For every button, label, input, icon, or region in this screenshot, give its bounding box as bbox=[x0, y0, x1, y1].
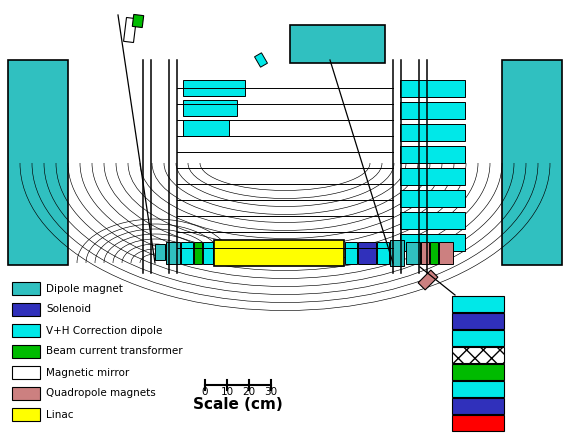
Text: 0: 0 bbox=[202, 387, 208, 397]
Bar bbox=[12, 387, 40, 400]
Text: Dipole magnet: Dipole magnet bbox=[46, 284, 123, 294]
Bar bbox=[502, 60, 562, 265]
Bar bbox=[183, 100, 237, 116]
Text: V+H Correction dipole: V+H Correction dipole bbox=[46, 326, 162, 336]
Bar bbox=[400, 190, 465, 207]
Bar bbox=[406, 242, 420, 264]
Text: Beam current transformer: Beam current transformer bbox=[46, 347, 182, 357]
Bar bbox=[124, 17, 136, 42]
Bar bbox=[183, 120, 229, 136]
Bar bbox=[12, 324, 40, 337]
Bar bbox=[452, 296, 504, 312]
Text: 20: 20 bbox=[242, 387, 255, 397]
Bar bbox=[400, 146, 465, 163]
Bar bbox=[400, 212, 465, 229]
Text: Quadropole magnets: Quadropole magnets bbox=[46, 388, 156, 399]
Bar bbox=[290, 25, 385, 63]
Bar bbox=[155, 244, 165, 260]
Bar bbox=[452, 330, 504, 346]
Bar bbox=[12, 303, 40, 316]
Text: Scale (cm): Scale (cm) bbox=[193, 397, 283, 412]
Bar bbox=[377, 242, 389, 264]
Text: Linac: Linac bbox=[46, 409, 74, 420]
Bar bbox=[390, 240, 404, 266]
Bar bbox=[439, 242, 453, 264]
Bar bbox=[430, 242, 438, 264]
Bar bbox=[452, 313, 504, 329]
Bar bbox=[418, 270, 438, 290]
Bar bbox=[132, 14, 144, 28]
Bar bbox=[452, 347, 504, 363]
Bar bbox=[12, 366, 40, 379]
Bar bbox=[183, 80, 245, 96]
Bar bbox=[214, 240, 344, 266]
Bar bbox=[203, 242, 213, 264]
Bar bbox=[345, 242, 357, 264]
Bar bbox=[12, 408, 40, 421]
Bar bbox=[400, 168, 465, 185]
Bar bbox=[452, 398, 504, 414]
Bar bbox=[452, 415, 504, 431]
Bar bbox=[255, 53, 267, 67]
Bar bbox=[12, 345, 40, 358]
Text: 30: 30 bbox=[264, 387, 278, 397]
Bar bbox=[400, 102, 465, 119]
Bar bbox=[12, 282, 40, 295]
Bar bbox=[400, 124, 465, 141]
Bar bbox=[8, 60, 68, 265]
Bar bbox=[452, 381, 504, 397]
Bar bbox=[400, 80, 465, 97]
Bar bbox=[194, 242, 202, 264]
Bar bbox=[181, 242, 193, 264]
Bar bbox=[421, 242, 429, 264]
Bar bbox=[166, 242, 180, 264]
Bar bbox=[452, 364, 504, 380]
Text: Magnetic mirror: Magnetic mirror bbox=[46, 368, 129, 378]
Text: Solenoid: Solenoid bbox=[46, 305, 91, 315]
Bar bbox=[400, 234, 465, 251]
Bar bbox=[358, 242, 376, 264]
Text: 10: 10 bbox=[221, 387, 234, 397]
